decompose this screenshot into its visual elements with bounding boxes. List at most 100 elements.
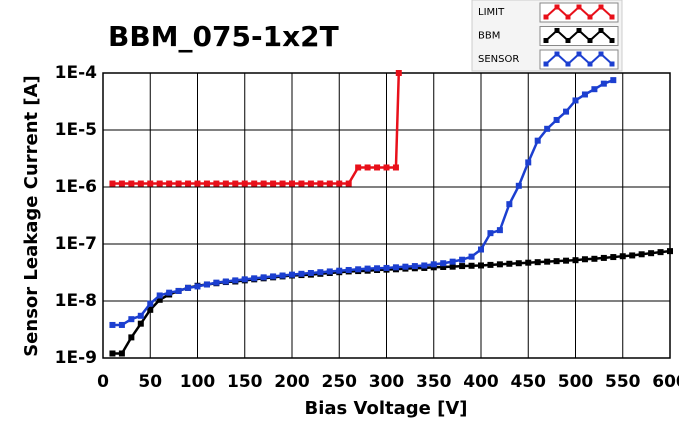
legend-label: BBM [478,31,500,42]
legend-marker [598,4,604,10]
data-point [534,137,541,144]
data-point [166,289,173,296]
data-point [298,270,305,277]
plot-series [109,70,673,357]
data-point [581,256,588,263]
y-tick-label: 1E-5 [55,120,97,140]
legend-marker [554,51,560,57]
data-point [128,180,135,187]
x-tick-label: 350 [416,372,452,392]
data-point [137,312,144,319]
y-tick-label: 1E-4 [55,63,97,83]
data-point [572,257,579,264]
data-point [667,248,673,255]
data-point [118,180,125,187]
data-point [657,249,664,256]
data-point [506,201,513,208]
data-point [213,279,220,286]
x-tick-label: 50 [138,372,162,392]
legend-label: LIMIT [478,7,505,18]
data-point [581,91,588,98]
data-point [525,259,532,266]
data-point [156,180,163,187]
data-point [109,180,116,187]
data-point [147,300,154,307]
data-point [374,164,381,171]
legend-marker [598,51,604,57]
data-point [563,257,570,264]
data-point [118,350,125,357]
data-point [478,246,484,253]
legend-marker [576,28,582,33]
data-point [411,263,418,270]
x-tick-label: 200 [274,372,310,392]
y-axis-label: Sensor Leakage Current [A] [21,75,42,357]
data-point [355,266,362,273]
data-point [364,164,371,171]
data-point [289,271,295,278]
data-point [279,180,286,187]
x-tick-label: 300 [369,372,405,392]
data-point [137,320,144,327]
data-point [222,180,229,187]
data-point [364,265,371,272]
x-tick-label: 250 [322,372,358,392]
data-point [147,306,154,313]
legend-marker [598,28,604,33]
data-point [241,276,248,283]
data-point [137,180,144,187]
data-point [336,267,343,274]
data-point [326,180,333,187]
legend-marker [554,28,560,33]
data-point [553,258,560,265]
x-tick-label: 100 [180,372,216,392]
data-point [307,180,314,187]
data-point [544,258,551,265]
data-point [544,125,551,132]
data-point [147,180,154,187]
legend-marker [565,38,571,43]
data-point [109,350,116,357]
data-point [232,277,239,284]
data-point [345,180,352,187]
data-point [270,273,277,280]
data-point [591,255,598,262]
legend-label: SENSOR [478,54,519,65]
legend-marker [576,51,582,57]
y-tick-label: 1E-9 [55,348,97,368]
data-point [600,80,607,87]
legend-marker [543,14,549,20]
data-point [468,253,475,260]
data-point [185,284,192,291]
data-point [506,260,513,267]
legend-marker [543,61,549,67]
data-point [402,263,409,270]
data-point [619,253,626,260]
legend-marker [543,38,549,43]
data-point [459,263,466,270]
data-point [600,254,607,261]
legend-marker [609,61,615,67]
data-point [326,268,333,275]
x-axis-label: Bias Voltage [V] [305,398,468,419]
legend-marker [554,4,560,10]
data-point [156,292,163,299]
data-point [175,180,182,187]
data-point [109,321,116,328]
legend-marker [609,38,615,43]
data-point [175,287,182,294]
data-point [232,180,239,187]
y-tick-label: 1E-8 [55,291,97,311]
data-point [487,261,494,268]
data-point [395,70,402,76]
data-point [194,180,201,187]
data-point [478,262,484,269]
legend-marker [609,14,615,20]
x-tick-label: 550 [605,372,641,392]
data-point [128,334,135,341]
data-point [336,180,343,187]
data-point [166,180,173,187]
data-point [317,180,324,187]
legend-marker [565,61,571,67]
data-point [118,321,125,328]
